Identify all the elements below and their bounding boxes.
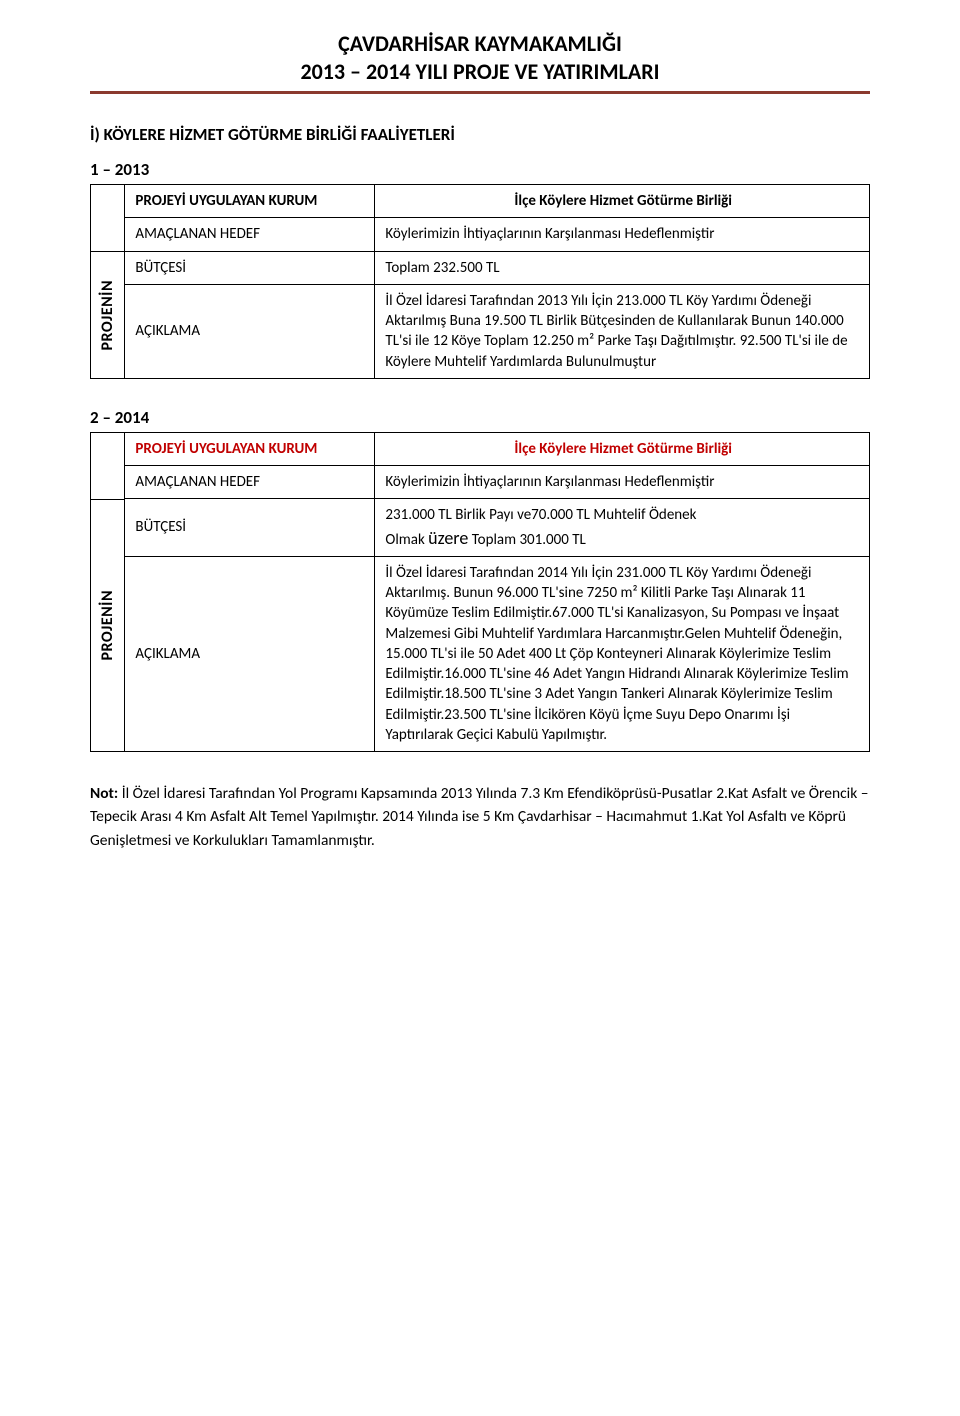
butce-line2-big: üzere xyxy=(428,527,468,549)
table-row: AÇIKLAMA İl Özel İdaresi Tarafından 2014… xyxy=(125,556,870,751)
cell-hedef-label: AMAÇLANAN HEDEF xyxy=(125,466,375,499)
cell-aciklama-value: İl Özel İdaresi Tarafından 2013 Yılı İçi… xyxy=(375,284,870,378)
cell-hedef-value: Köylerimizin İhtiyaçlarının Karşılanması… xyxy=(375,466,870,499)
vertical-label-text: PROJENİN xyxy=(98,590,117,660)
footnote: Not: İl Özel İdaresi Tarafından Yol Prog… xyxy=(90,782,870,852)
cell-kurum-value: İlçe Köylere Hizmet Götürme Birliği xyxy=(375,432,870,465)
table-row: PROJEYİ UYGULAYAN KURUM İlçe Köylere Hiz… xyxy=(125,432,870,465)
project-table-1: PROJEYİ UYGULAYAN KURUM İlçe Köylere Hiz… xyxy=(124,184,870,379)
butce-line1: 231.000 TL Birlik Payı ve70.000 TL Muhte… xyxy=(385,506,696,524)
cell-aciklama-label: AÇIKLAMA xyxy=(125,284,375,378)
cell-hedef-label: AMAÇLANAN HEDEF xyxy=(125,218,375,251)
table-row: BÜTÇESİ 231.000 TL Birlik Payı ve70.000 … xyxy=(125,499,870,557)
page-title: ÇAVDARHİSAR KAYMAKAMLIĞI 2013 – 2014 YIL… xyxy=(90,30,870,85)
cell-butce-value: Toplam 232.500 TL xyxy=(375,251,870,284)
header-line2: 2013 – 2014 YILI PROJE VE YATIRIMLARI xyxy=(90,58,870,86)
cell-butce-value: 231.000 TL Birlik Payı ve70.000 TL Muhte… xyxy=(375,499,870,557)
section-title: İ) KÖYLERE HİZMET GÖTÜRME BİRLİĞİ FAALİY… xyxy=(90,124,870,145)
side-column-1: PROJENİN xyxy=(90,184,124,379)
header-underline xyxy=(90,91,870,94)
header-line1: ÇAVDARHİSAR KAYMAKAMLIĞI xyxy=(90,30,870,58)
table-row: AMAÇLANAN HEDEF Köylerimizin İhtiyaçları… xyxy=(125,466,870,499)
table-1: PROJENİN PROJEYİ UYGULAYAN KURUM İlçe Kö… xyxy=(90,184,870,379)
vertical-label-2: PROJENİN xyxy=(90,500,124,752)
cell-aciklama-label: AÇIKLAMA xyxy=(125,556,375,751)
table-2: PROJENİN PROJEYİ UYGULAYAN KURUM İlçe Kö… xyxy=(90,432,870,752)
cell-hedef-value: Köylerimizin İhtiyaçlarının Karşılanması… xyxy=(375,218,870,251)
table-row: BÜTÇESİ Toplam 232.500 TL xyxy=(125,251,870,284)
year-label-1: 1 – 2013 xyxy=(90,159,870,180)
note-label: Not: xyxy=(90,784,122,803)
butce-line2-prefix: Olmak xyxy=(385,531,428,549)
side-spacer-2 xyxy=(90,432,124,500)
table-row: AÇIKLAMA İl Özel İdaresi Tarafından 2013… xyxy=(125,284,870,378)
vertical-label-1: PROJENİN xyxy=(90,252,124,379)
side-column-2: PROJENİN xyxy=(90,432,124,752)
table-row: PROJEYİ UYGULAYAN KURUM İlçe Köylere Hiz… xyxy=(125,185,870,218)
butce-line2-suffix: Toplam 301.000 TL xyxy=(468,531,586,549)
note-text: İl Özel İdaresi Tarafından Yol Programı … xyxy=(90,784,869,850)
table-row: AMAÇLANAN HEDEF Köylerimizin İhtiyaçları… xyxy=(125,218,870,251)
page: ÇAVDARHİSAR KAYMAKAMLIĞI 2013 – 2014 YIL… xyxy=(0,0,960,1416)
cell-butce-label: BÜTÇESİ xyxy=(125,251,375,284)
year-label-2: 2 – 2014 xyxy=(90,407,870,428)
cell-kurum-value: İlçe Köylere Hizmet Götürme Birliği xyxy=(375,185,870,218)
cell-kurum-label: PROJEYİ UYGULAYAN KURUM xyxy=(125,185,375,218)
cell-kurum-label: PROJEYİ UYGULAYAN KURUM xyxy=(125,432,375,465)
cell-aciklama-value: İl Özel İdaresi Tarafından 2014 Yılı İçi… xyxy=(375,556,870,751)
project-table-2: PROJEYİ UYGULAYAN KURUM İlçe Köylere Hiz… xyxy=(124,432,870,752)
cell-butce-label: BÜTÇESİ xyxy=(125,499,375,557)
side-spacer-1 xyxy=(90,184,124,252)
vertical-label-text: PROJENİN xyxy=(98,280,117,350)
